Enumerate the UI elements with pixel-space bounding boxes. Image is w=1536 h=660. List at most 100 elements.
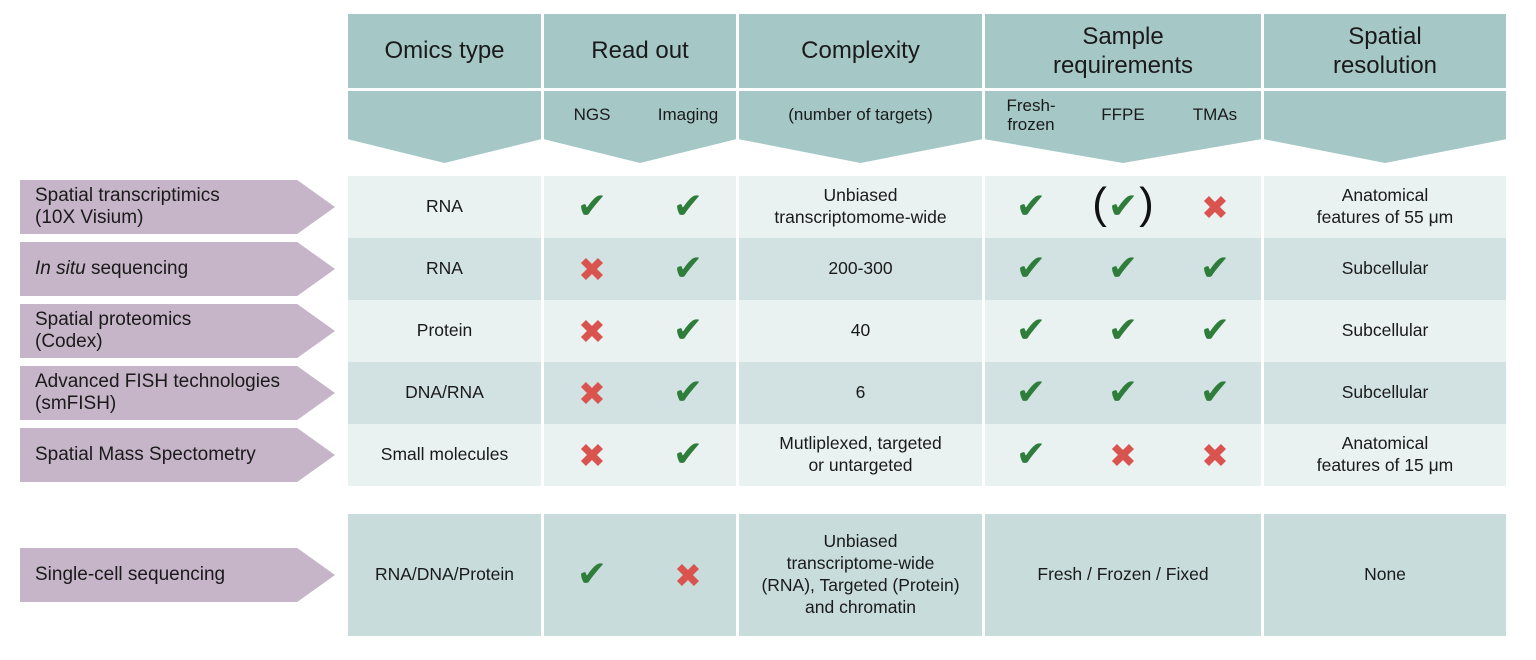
- row-label-single-cell-sequencing: Single-cell sequencing: [20, 548, 335, 602]
- cell-text: Unbiased transcriptomome-wide: [774, 185, 947, 227]
- column-subheader-sample-requirements: Fresh-frozen FFPE TMAs: [985, 91, 1261, 163]
- ffpe-mark: ✔: [1107, 310, 1139, 351]
- tmas-mark: ✔: [1199, 372, 1231, 413]
- row-label-text: In situ sequencing: [35, 257, 189, 279]
- cell-text: 6: [855, 382, 866, 403]
- column-header-complexity: Complexity: [739, 14, 982, 88]
- cell-text: Unbiased transcriptome-wide (RNA), Targete…: [761, 531, 960, 617]
- imaging-mark: ✔: [672, 186, 704, 227]
- cell-r5-sample: ✔ ✖ ✖: [985, 424, 1261, 486]
- column-title-text: Read out: [591, 37, 689, 65]
- cell-text: Small molecules: [380, 444, 509, 465]
- cell-bottom-sample: Fresh / Frozen / Fixed: [985, 514, 1261, 636]
- cell-r1-resolution: Anatomical features of 55 μm: [1264, 176, 1506, 238]
- column-title-text: Spatial resolution: [1332, 22, 1438, 79]
- row-label-advanced-fish: Advanced FISH technologies (smFISH): [20, 366, 335, 420]
- cell-r5-complexity: Mutliplexed, targeted or untargeted: [739, 424, 982, 486]
- cell-text: Mutliplexed, targeted or untargeted: [779, 433, 942, 475]
- column-subheader-omics-type: [348, 91, 541, 163]
- column-sample-requirements: Sample requirements Fresh-frozen FFPE TMA…: [985, 14, 1261, 636]
- row-label-spatial-transcriptomics: Spatial transcriptimics (10X Visium): [20, 180, 335, 234]
- fresh-frozen-mark: ✔: [1015, 248, 1047, 289]
- cell-r4-omics: DNA/RNA: [348, 362, 541, 424]
- cell-r4-resolution: Subcellular: [1264, 362, 1506, 424]
- cell-r2-resolution: Subcellular: [1264, 238, 1506, 300]
- cell-r1-complexity: Unbiased transcriptomome-wide: [739, 176, 982, 238]
- cell-text: DNA/RNA: [405, 382, 484, 403]
- tmas-mark: ✔: [1199, 310, 1231, 351]
- fresh-frozen-mark: ✔: [1015, 372, 1047, 413]
- cell-text: RNA/DNA/Protein: [374, 564, 515, 585]
- cell-r2-sample: ✔ ✔ ✔: [985, 238, 1261, 300]
- column-subheader-spatial-resolution: [1264, 91, 1506, 163]
- column-header-spatial-resolution: Spatial resolution: [1264, 14, 1506, 88]
- cell-r3-complexity: 40: [739, 300, 982, 362]
- cell-text: Subcellular: [1341, 382, 1429, 403]
- row-label-spatial-mass-spectometry: Spatial Mass Spectometry: [20, 428, 335, 482]
- row-label-text: Advanced FISH technologies (smFISH): [35, 370, 281, 414]
- cell-r2-complexity: 200-300: [739, 238, 982, 300]
- column-read-out: Read out NGS Imaging ✔ ✔ ✖ ✔ ✖ ✔ ✖ ✔ ✖ ✔ ✔ ✖: [544, 14, 736, 636]
- cell-text: Subcellular: [1341, 258, 1429, 279]
- cell-r1-readout: ✔ ✔: [544, 176, 736, 238]
- fresh-frozen-mark: ✔: [1015, 434, 1047, 475]
- cell-text: Anatomical features of 15 μm: [1316, 433, 1454, 475]
- column-spatial-resolution: Spatial resolution Anatomical features of …: [1264, 14, 1506, 636]
- imaging-mark: ✔: [672, 372, 704, 413]
- cell-text: RNA: [426, 258, 463, 279]
- cell-r3-sample: ✔ ✔ ✔: [985, 300, 1261, 362]
- row-label-text: Spatial proteomics (Codex): [35, 308, 192, 352]
- cell-r5-omics: Small molecules: [348, 424, 541, 486]
- ffpe-mark: ✔: [1107, 248, 1139, 289]
- row-label-text: Spatial Mass Spectometry: [35, 443, 256, 465]
- subheader-number-of-targets: (number of targets): [788, 105, 933, 125]
- ffpe-mark: ✖: [1109, 435, 1137, 475]
- subheader-imaging: Imaging: [657, 105, 719, 125]
- column-title-text: Complexity: [801, 37, 920, 65]
- cell-text: 40: [850, 320, 871, 341]
- tmas-mark: ✖: [1201, 435, 1229, 475]
- column-header-sample-requirements: Sample requirements: [985, 14, 1261, 88]
- cell-r3-readout: ✖ ✔: [544, 300, 736, 362]
- column-header-read-out: Read out: [544, 14, 736, 88]
- row-label-spatial-proteomics: Spatial proteomics (Codex): [20, 304, 335, 358]
- cell-bottom-resolution: None: [1264, 514, 1506, 636]
- cell-bottom-complexity: Unbiased transcriptome-wide (RNA), Targete…: [739, 514, 982, 636]
- cell-text: Fresh / Frozen / Fixed: [1037, 564, 1209, 585]
- cell-text: 200-300: [828, 258, 893, 279]
- ngs-mark: ✖: [578, 373, 606, 413]
- ngs-mark: ✖: [578, 249, 606, 289]
- cell-r2-omics: RNA: [348, 238, 541, 300]
- column-subheader-read-out: NGS Imaging: [544, 91, 736, 163]
- cell-text: Subcellular: [1341, 320, 1429, 341]
- ffpe-mark: (✔): [1092, 179, 1154, 228]
- cell-r2-readout: ✖ ✔: [544, 238, 736, 300]
- column-omics-type: Omics type RNA RNA Protein DNA/RNA Small…: [348, 14, 541, 636]
- cell-text: Protein: [416, 320, 473, 341]
- cell-r4-sample: ✔ ✔ ✔: [985, 362, 1261, 424]
- cell-r4-readout: ✖ ✔: [544, 362, 736, 424]
- subheader-ngs: NGS: [573, 105, 611, 125]
- imaging-mark: ✔: [672, 310, 704, 351]
- comparison-table: Omics type RNA RNA Protein DNA/RNA Small…: [348, 14, 1506, 636]
- subheader-ffpe: FFPE: [1101, 105, 1145, 125]
- cell-r1-omics: RNA: [348, 176, 541, 238]
- row-label-text: Single-cell sequencing: [35, 563, 226, 585]
- cell-r3-resolution: Subcellular: [1264, 300, 1506, 362]
- cell-r3-omics: Protein: [348, 300, 541, 362]
- column-title-text: Sample requirements: [1052, 22, 1194, 79]
- tmas-mark: ✔: [1199, 248, 1231, 289]
- fresh-frozen-mark: ✔: [1015, 186, 1047, 227]
- imaging-mark: ✔: [672, 248, 704, 289]
- cell-r1-sample: ✔ (✔) ✖: [985, 176, 1261, 238]
- ngs-mark: ✖: [578, 311, 606, 351]
- imaging-mark: ✔: [672, 434, 704, 475]
- column-header-omics-type: Omics type: [348, 14, 541, 88]
- row-label-in-situ-sequencing: In situ sequencing: [20, 242, 335, 296]
- ngs-mark: ✔: [576, 186, 608, 227]
- subheader-tmas: TMAs: [1192, 105, 1238, 125]
- cell-bottom-omics: RNA/DNA/Protein: [348, 514, 541, 636]
- imaging-mark: ✖: [674, 555, 702, 595]
- tmas-mark: ✖: [1201, 187, 1229, 227]
